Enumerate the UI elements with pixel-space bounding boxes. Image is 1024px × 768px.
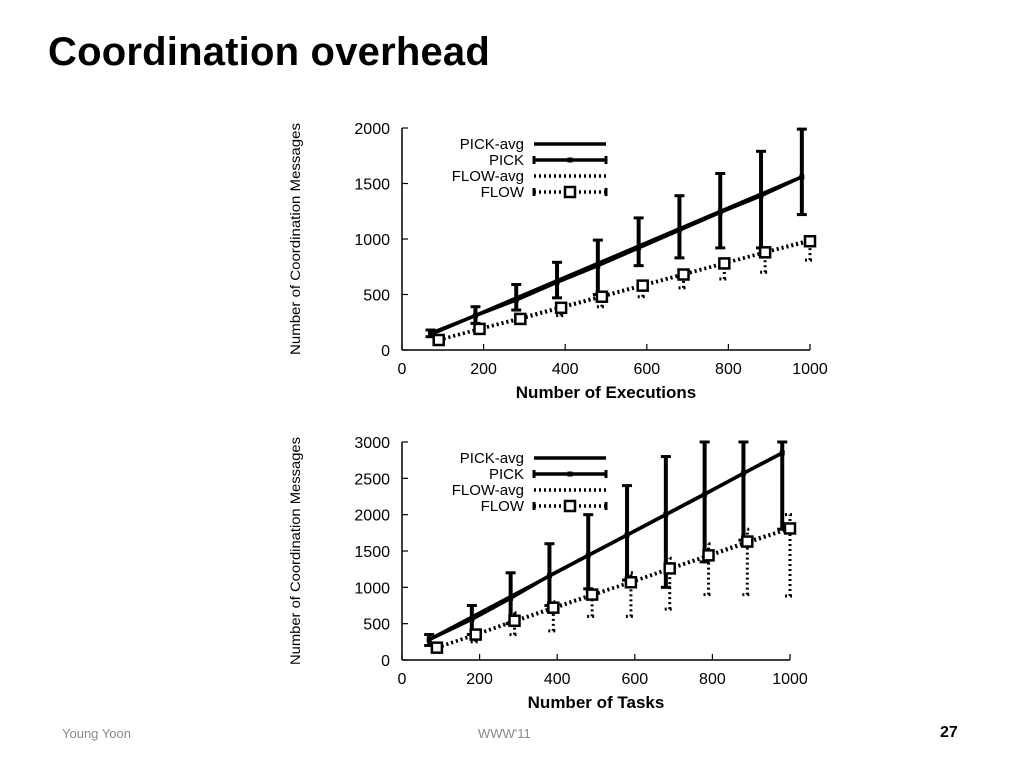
pick-point <box>799 174 805 180</box>
pick-point <box>717 209 723 215</box>
x-tick-label: 400 <box>544 671 571 688</box>
pick-line <box>428 451 784 642</box>
page-number: 27 <box>940 724 958 741</box>
flow-point <box>508 614 521 628</box>
flow-point <box>663 562 676 575</box>
flow-point <box>547 601 560 614</box>
y-tick-label: 2500 <box>354 471 390 488</box>
pick-point <box>513 297 519 303</box>
flow-point <box>585 588 599 601</box>
flow-point <box>432 333 445 347</box>
flow-point <box>514 312 527 326</box>
y-tick-label: 1500 <box>354 177 390 194</box>
y-axis-label: Number of Coordination Messages <box>287 123 303 355</box>
pick-point <box>663 512 669 518</box>
pick-line <box>429 175 803 335</box>
footer-author: Young Yoon <box>62 726 131 741</box>
pick-point <box>595 263 601 269</box>
flow-line <box>436 526 791 650</box>
chart-tasks: 0 500 1000 1500 2000 2500 3000 0 200 400 600 800 100… <box>287 435 808 712</box>
x-tick-label: 600 <box>621 671 648 688</box>
flow-point <box>554 301 568 315</box>
pick-point <box>554 279 560 285</box>
legend-label: FLOW-avg <box>452 482 524 499</box>
pick-point <box>779 450 785 456</box>
flow-point <box>803 234 817 248</box>
legend-marker <box>563 185 577 199</box>
x-axis-label: Number of Executions <box>516 383 696 402</box>
pick-point <box>758 193 764 199</box>
flow-point <box>702 549 715 562</box>
y-tick-label: 0 <box>381 343 390 360</box>
flow-point <box>624 575 638 589</box>
legend-label: FLOW <box>481 184 525 201</box>
flow-point <box>758 246 772 259</box>
x-tick-label: 600 <box>633 361 660 378</box>
y-tick-label: 1000 <box>354 580 390 597</box>
legend-label: PICK <box>489 466 524 483</box>
x-tick-label: 800 <box>715 361 742 378</box>
flow-point <box>677 268 690 281</box>
flow-point <box>741 535 754 548</box>
legend-label: FLOW <box>481 498 525 515</box>
legend-label: PICK-avg <box>460 136 524 153</box>
x-axis-label: Number of Tasks <box>528 693 665 712</box>
y-tick-label: 500 <box>363 617 390 634</box>
y-tick-label: 3000 <box>354 435 390 452</box>
pick-point <box>469 616 475 622</box>
x-tick-label: 800 <box>699 671 726 688</box>
flow-point <box>473 322 486 336</box>
pick-point <box>508 595 514 601</box>
legend-marker <box>567 471 573 477</box>
flow-point <box>636 279 649 292</box>
x-tick-label: 200 <box>470 361 497 378</box>
legend-label: PICK-avg <box>460 450 524 467</box>
flow-point <box>430 641 444 654</box>
pick-point <box>624 532 630 538</box>
legend-marker <box>563 499 577 513</box>
x-tick-label: 200 <box>466 671 493 688</box>
pick-point <box>426 637 432 643</box>
y-tick-label: 0 <box>381 653 390 670</box>
pick-point <box>428 330 434 336</box>
x-tick-label: 0 <box>398 361 407 378</box>
x-tick-label: 400 <box>552 361 579 378</box>
x-tick-label: 1000 <box>772 671 808 688</box>
flow-point <box>595 290 609 303</box>
pick-point <box>702 491 708 497</box>
y-tick-label: 2000 <box>354 508 390 525</box>
chart-executions: 0 500 1000 1500 2000 0 200 400 600 800 1000 Number … <box>287 121 828 402</box>
pick-point <box>585 552 591 558</box>
y-tick-label: 1500 <box>354 544 390 561</box>
slide-title: Coordination overhead <box>48 30 491 74</box>
y-tick-label: 2000 <box>354 121 390 138</box>
legend-marker <box>567 157 573 163</box>
x-tick-label: 0 <box>398 671 407 688</box>
pick-point <box>546 573 552 579</box>
flow-point <box>783 522 797 535</box>
y-tick-label: 1000 <box>354 232 390 249</box>
footer-venue: WWW'11 <box>478 726 531 741</box>
pick-point <box>472 313 478 319</box>
legend-label: PICK <box>489 152 524 169</box>
legend-label: FLOW-avg <box>452 168 524 185</box>
flow-line <box>438 239 811 342</box>
pick-point <box>676 227 682 233</box>
flow-point <box>718 257 731 270</box>
y-tick-label: 500 <box>363 288 390 305</box>
x-tick-label: 1000 <box>792 361 828 378</box>
pick-point <box>636 245 642 251</box>
flow-point <box>469 628 482 641</box>
y-axis-label: Number of Coordination Messages <box>287 437 303 665</box>
pick-point <box>740 470 746 476</box>
